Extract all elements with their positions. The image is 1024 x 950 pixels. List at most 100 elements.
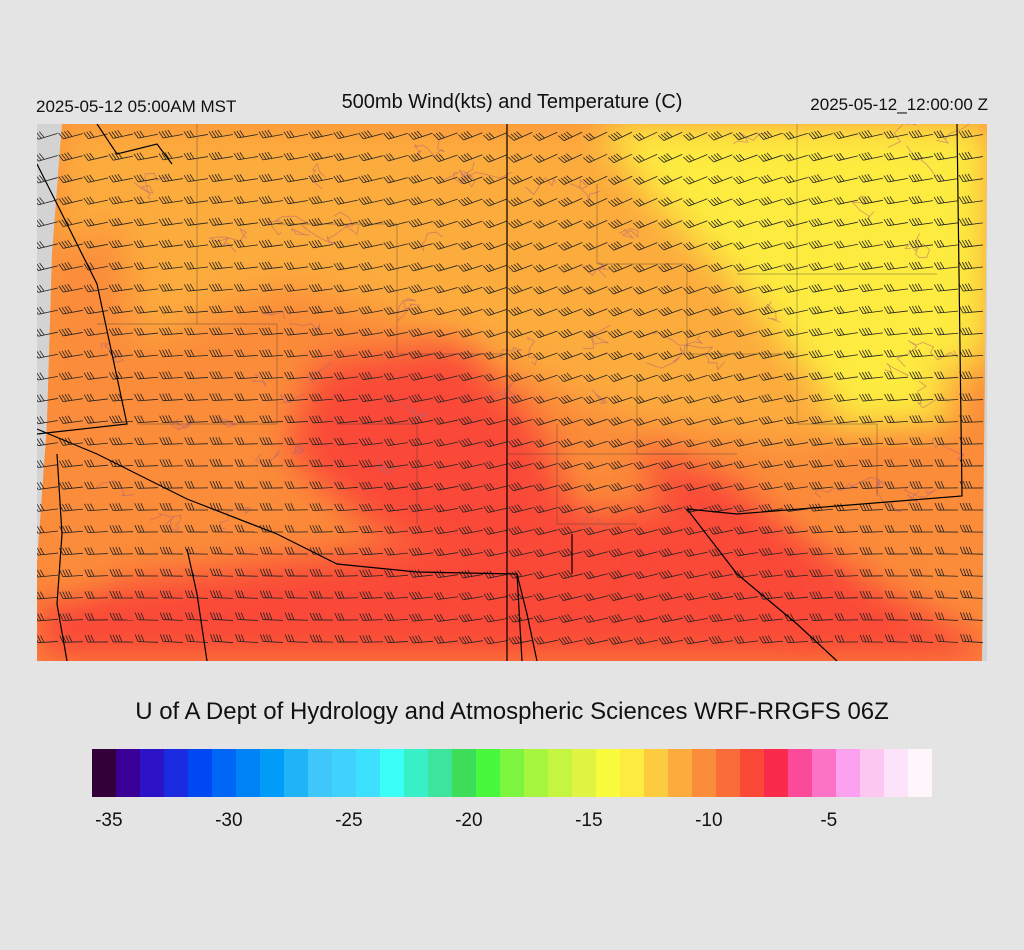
- wind-barb: [533, 417, 558, 426]
- colorbar-swatch: [596, 749, 620, 797]
- wind-barb: [933, 196, 958, 204]
- wind-barb: [608, 570, 633, 580]
- wind-barb: [658, 284, 683, 295]
- wind-barb: [433, 394, 458, 403]
- wind-barb: [533, 373, 558, 382]
- wind-barb: [633, 153, 658, 163]
- wind-barb: [134, 546, 159, 555]
- wind-barb: [633, 614, 658, 623]
- wind-barb: [883, 218, 908, 227]
- wind-barb: [208, 239, 233, 248]
- wind-barb: [134, 481, 159, 489]
- wind-barb: [959, 590, 984, 599]
- wind-barb: [783, 284, 808, 293]
- wind-barb: [334, 569, 359, 577]
- wind-barb: [37, 218, 58, 228]
- wind-barb: [658, 482, 683, 492]
- wind-barb: [608, 285, 633, 295]
- wind-barb: [783, 460, 808, 469]
- wind-barb: [158, 129, 183, 139]
- wind-barb: [809, 547, 834, 556]
- wind-barb: [658, 197, 683, 207]
- wind-barb: [233, 217, 258, 226]
- wind-barb: [658, 131, 683, 141]
- wind-barb: [608, 614, 633, 623]
- wind-barb: [833, 328, 858, 337]
- wind-barb: [683, 176, 708, 185]
- wind-barb: [708, 262, 733, 272]
- wind-barb: [658, 613, 683, 623]
- wind-barb: [858, 239, 883, 249]
- wind-barb: [283, 283, 308, 292]
- wind-barb: [608, 636, 633, 645]
- wind-barb: [708, 350, 733, 360]
- wind-barb: [458, 284, 483, 294]
- wind-barb: [183, 196, 208, 204]
- wind-barb: [458, 503, 483, 513]
- wind-barb: [834, 437, 858, 446]
- wind-barb: [783, 481, 808, 490]
- wind-barb: [259, 415, 284, 423]
- wind-barb: [708, 525, 733, 535]
- wind-barb: [883, 152, 908, 161]
- wind-barb: [283, 130, 308, 139]
- wind-barb: [809, 591, 834, 600]
- wind-barb: [37, 284, 58, 293]
- border-line: [686, 124, 963, 515]
- wind-barb: [708, 240, 733, 250]
- wind-barb: [884, 459, 909, 467]
- terrain-contour: [414, 137, 445, 158]
- terrain-contour: [884, 363, 909, 377]
- wind-barb: [358, 459, 383, 468]
- wind-barb: [783, 416, 808, 425]
- wind-barb: [58, 283, 83, 293]
- wind-barb: [958, 151, 983, 161]
- wind-barb: [258, 283, 283, 292]
- wind-barb: [308, 195, 333, 205]
- wind-barb: [109, 503, 134, 511]
- wind-barb: [458, 394, 483, 404]
- wind-barb: [458, 547, 483, 557]
- wind-barb: [583, 461, 608, 470]
- wind-barb: [108, 327, 133, 336]
- wind-barb: [409, 635, 433, 644]
- colorbar-swatch: [212, 749, 236, 797]
- wind-barb: [884, 415, 909, 424]
- wind-barb: [358, 174, 383, 184]
- wind-barb: [608, 219, 633, 229]
- wind-barb: [658, 635, 683, 645]
- wind-barb: [583, 220, 608, 229]
- colorbar-tick-label: -10: [695, 810, 723, 831]
- wind-barb: [209, 436, 234, 445]
- wind-barb: [658, 570, 683, 579]
- wind-barb: [683, 548, 708, 557]
- wind-barb: [833, 350, 858, 358]
- wind-barb: [508, 197, 533, 207]
- colorbar-swatch: [764, 749, 788, 797]
- wind-barb: [809, 525, 833, 534]
- wind-barb: [384, 613, 409, 622]
- wind-barb: [108, 130, 133, 139]
- wind-barb: [633, 483, 658, 492]
- wind-barb: [109, 612, 134, 621]
- wind-barb: [408, 591, 433, 600]
- wind-barb: [834, 569, 859, 577]
- wind-barb: [934, 283, 958, 292]
- wind-barb: [334, 591, 359, 599]
- wind-barb: [159, 437, 184, 445]
- terrain-contour: [267, 215, 309, 236]
- wind-barb: [758, 130, 783, 140]
- wind-barb: [808, 261, 833, 271]
- wind-barb: [483, 176, 508, 185]
- wind-barb: [109, 634, 134, 643]
- wind-barb: [233, 239, 258, 248]
- wind-barb: [37, 372, 58, 381]
- wind-barb: [284, 371, 309, 380]
- wind-barb: [259, 612, 284, 621]
- wind-barb: [158, 261, 183, 270]
- wind-barb: [708, 635, 733, 645]
- wind-barb: [134, 371, 159, 380]
- wind-barb: [758, 240, 783, 250]
- wind-barb: [109, 481, 134, 490]
- wind-barb: [583, 197, 608, 207]
